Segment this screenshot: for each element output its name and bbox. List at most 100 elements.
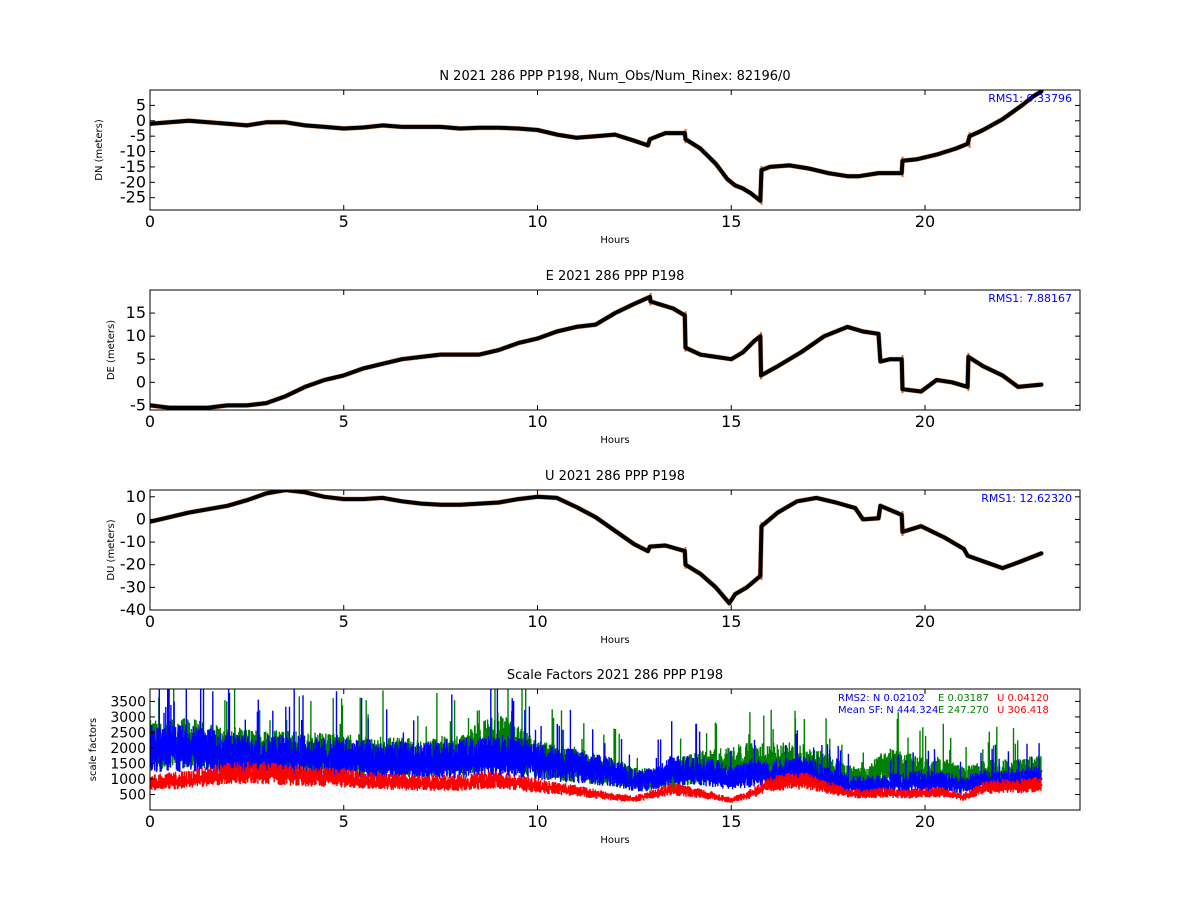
data-point [187, 406, 191, 410]
axes-frame [149, 489, 1081, 611]
data-point [826, 171, 830, 175]
data-point [826, 787, 830, 790]
data-point [768, 774, 772, 778]
rms-annotation: RMS1: 12.62320 [981, 492, 1072, 505]
data-point [1016, 560, 1020, 565]
y-tick-label: 0 [136, 372, 146, 391]
data-point [962, 796, 965, 799]
data-point [807, 166, 811, 171]
data-point [759, 168, 764, 172]
series-2-points [150, 762, 1043, 803]
data-point [400, 357, 404, 361]
data-point [648, 137, 652, 141]
data-point [613, 133, 617, 137]
data-point [613, 773, 617, 776]
x-tick-label: 0 [145, 812, 155, 831]
data-point [342, 126, 346, 131]
data-point [477, 126, 481, 130]
data-point [966, 355, 971, 359]
data-point [264, 401, 268, 405]
data-point [284, 120, 288, 124]
y-tick-label: -15 [120, 157, 146, 176]
data-point [698, 572, 702, 576]
data-point [497, 126, 501, 130]
rms-annotation: RMS1: 7.88167 [988, 292, 1072, 305]
y-axis-label: DN (meters) [94, 119, 105, 181]
data-point [1039, 383, 1043, 387]
data-point [710, 794, 714, 798]
data-point [613, 796, 617, 799]
x-tick-label: 0 [145, 412, 155, 431]
data-point [943, 782, 946, 785]
data-point [943, 771, 946, 774]
data-point [187, 511, 191, 515]
y-tick-label: 10 [126, 487, 146, 506]
data-point [727, 601, 731, 605]
data-point [555, 133, 559, 137]
y-axis-label: scale factors [88, 718, 99, 781]
data-point [671, 788, 675, 792]
x-tick-label: 15 [721, 612, 741, 631]
data-point [167, 406, 171, 410]
data-point [663, 543, 667, 548]
data-point [594, 134, 598, 138]
data-point [861, 329, 865, 334]
series-line [150, 90, 1044, 203]
data-point [265, 756, 268, 759]
data-point [264, 491, 268, 495]
chart-title: Scale Factors 2021 286 PPP P198 [507, 668, 723, 683]
x-tick-label: 20 [915, 612, 935, 631]
data-point [900, 171, 904, 175]
data-point [245, 123, 249, 127]
data-point [730, 799, 733, 802]
data-point [1039, 551, 1043, 555]
data-point [904, 793, 907, 796]
y-tick-label: -30 [120, 577, 146, 596]
data-point [900, 159, 905, 163]
data-point [950, 380, 954, 384]
data-point [1000, 117, 1005, 121]
y-tick-label: 0 [136, 509, 146, 528]
data-point [923, 791, 927, 795]
y-tick-label: -20 [120, 555, 146, 574]
data-point [458, 126, 462, 131]
x-tick-label: 5 [339, 412, 349, 431]
data-point [342, 777, 345, 781]
data-point [632, 139, 636, 143]
y-tick-label: -5 [130, 126, 146, 145]
data-point [853, 506, 857, 510]
data-point [458, 759, 462, 762]
data-point [1020, 103, 1024, 107]
data-point [710, 773, 714, 776]
data-point [439, 125, 443, 129]
data-point [419, 501, 423, 506]
data-point [730, 777, 733, 781]
data-point [594, 515, 598, 519]
data-point [758, 574, 762, 578]
data-point [648, 545, 652, 549]
x-tick-label: 20 [915, 212, 935, 231]
y-tick-label: 5 [136, 95, 146, 114]
data-point [303, 757, 307, 761]
data-point [876, 171, 881, 175]
data-point [776, 364, 780, 368]
data-point [226, 773, 229, 776]
data-point [497, 500, 501, 505]
data-point [691, 791, 694, 795]
data-point [652, 779, 655, 782]
data-point [206, 507, 210, 511]
y-tick-label: 500 [119, 787, 146, 803]
data-point [683, 137, 688, 141]
y-tick-label: 2000 [110, 741, 146, 757]
data-point [594, 323, 598, 327]
data-point [683, 313, 687, 317]
data-point [187, 779, 190, 782]
x-tick-label: 0 [145, 212, 155, 231]
data-point [322, 495, 326, 499]
data-point [419, 125, 423, 129]
data-point [284, 394, 288, 398]
data-point [633, 797, 636, 801]
stats-text: U 0.04120 [997, 693, 1049, 704]
